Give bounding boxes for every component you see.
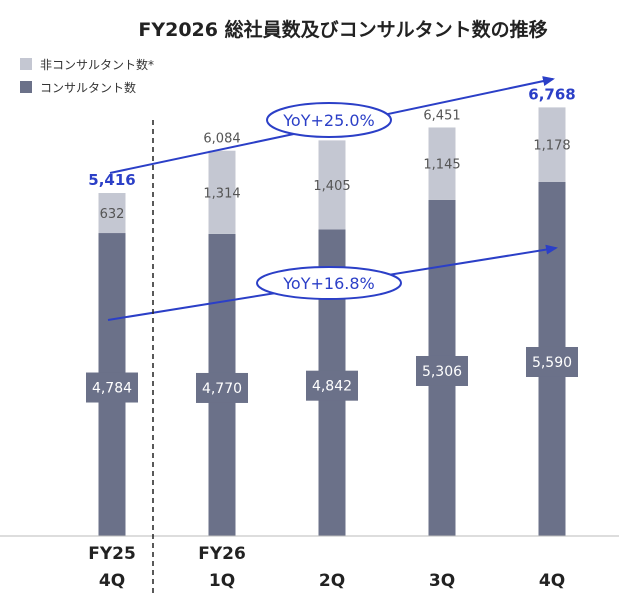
consultant-value-label: 5,590 [532,355,572,371]
x-tick-label-quarter: 1Q [209,571,235,591]
consultant-value-label: 5,306 [422,364,462,380]
consultant-value-box [196,372,248,403]
non-consultant-value-label: 1,314 [203,186,240,201]
yoy-callout-label: YoY+25.0% [282,111,374,130]
total-value-label: 6,451 [423,108,460,123]
legend-label-consultant: コンサルタント数 [40,80,136,95]
bar-non-consultant [98,193,126,234]
bar-non-consultant [538,107,566,182]
bars-layer [98,107,566,537]
x-axis: FY25 4Q FY26 1Q 2Q 3Q 4Q [0,120,619,594]
yoy-callout [266,102,392,138]
annotations-layer: YoY+25.0% YoY+16.8% [107,76,558,321]
consultant-value-label: 4,784 [92,381,132,397]
consultant-value-box [306,370,358,401]
consultant-value-box [86,372,138,403]
legend-swatch-non-consultant [20,58,32,70]
consultant-value-box [416,355,468,386]
yoy-callout [256,266,402,300]
legend-label-non-consultant: 非コンサルタント数* [40,57,154,72]
x-tick-label-year: FY25 [88,544,136,564]
x-tick-label-quarter: 4Q [99,571,125,591]
bar-non-consultant [208,150,236,234]
labels-layer: 4,784 632 5,416 4,770 1,314 6,084 4,842 1,405 6,… [86,85,578,403]
total-value-label: 6,084 [203,132,240,147]
x-tick-label-quarter: 2Q [319,571,345,591]
non-consultant-value-label: 1,405 [313,179,350,194]
legend-swatch-consultant [20,81,32,93]
legend: 非コンサルタント数* コンサルタント数 [20,57,154,95]
x-tick-label-year: FY26 [198,544,246,564]
non-consultant-value-label: 1,178 [533,139,570,154]
bar-non-consultant [318,140,346,230]
x-tick-label-quarter: 3Q [429,571,455,591]
yoy-callout-label: YoY+16.8% [282,274,374,293]
total-value-label: 5,416 [88,171,135,189]
bar-non-consultant [428,127,456,200]
consultant-value-box [526,346,578,377]
consultant-value-label: 4,842 [312,379,352,395]
consultant-value-label: 4,770 [202,381,242,397]
chart-title: FY2026 総社員数及びコンサルタント数の推移 [138,18,547,41]
non-consultant-value-label: 1,145 [423,158,460,173]
total-value-label: 6,768 [528,85,575,103]
x-tick-label-quarter: 4Q [539,571,565,591]
non-consultant-value-label: 632 [100,207,125,222]
